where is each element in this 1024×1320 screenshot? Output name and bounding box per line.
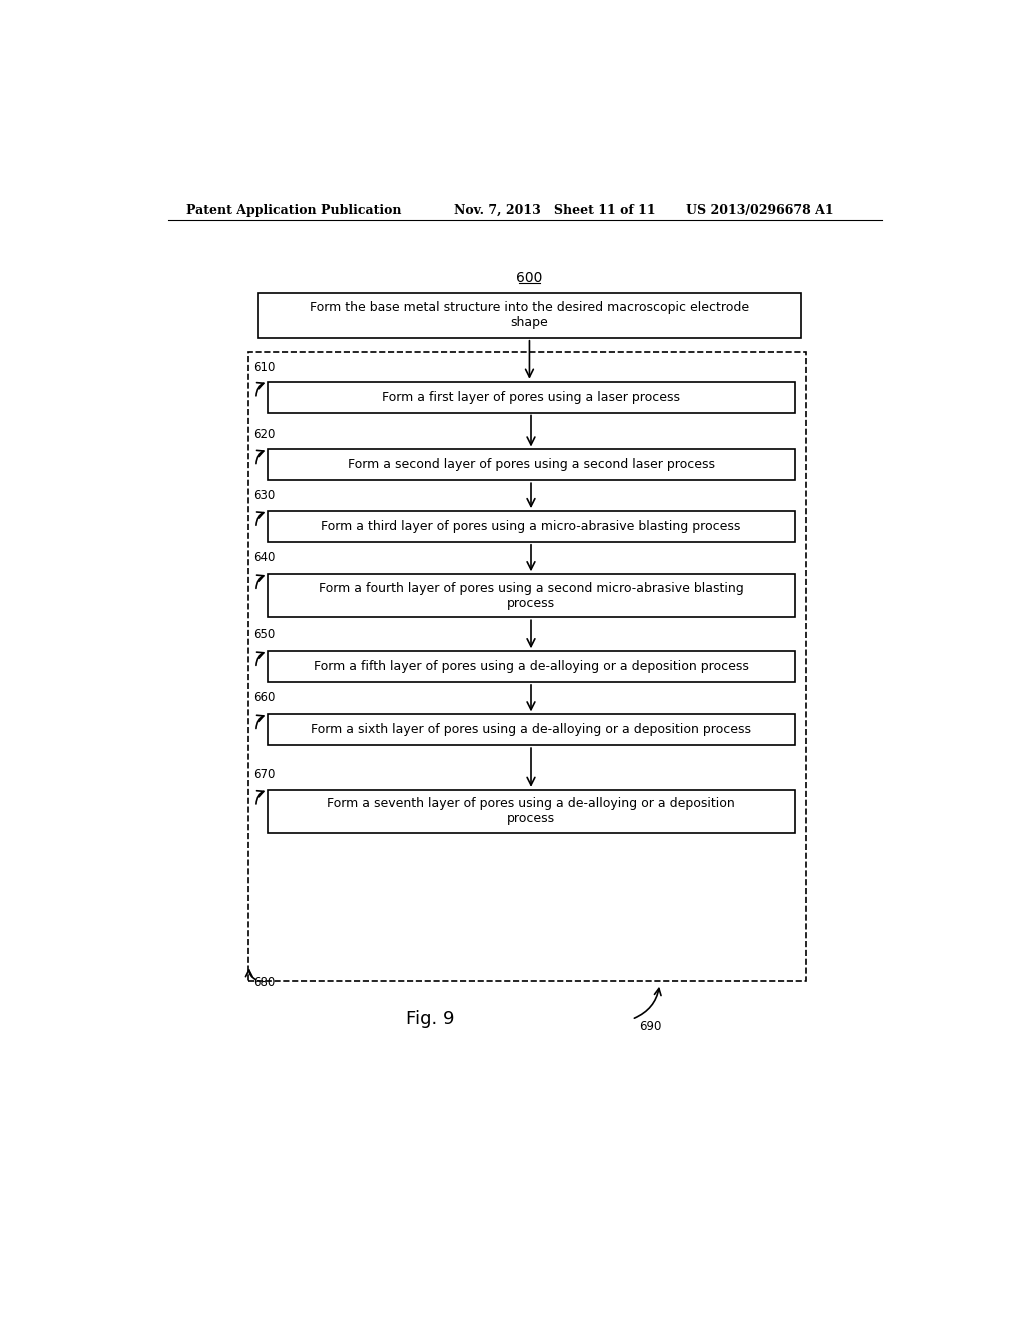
Text: 640: 640 (254, 550, 275, 564)
FancyBboxPatch shape (267, 511, 795, 543)
Text: Form a fourth layer of pores using a second micro-abrasive blasting
process: Form a fourth layer of pores using a sec… (318, 582, 743, 610)
FancyBboxPatch shape (258, 293, 801, 338)
Text: 620: 620 (254, 428, 275, 441)
Text: Form a second layer of pores using a second laser process: Form a second layer of pores using a sec… (347, 458, 715, 471)
FancyBboxPatch shape (267, 789, 795, 833)
FancyBboxPatch shape (267, 651, 795, 682)
FancyBboxPatch shape (267, 574, 795, 618)
FancyBboxPatch shape (267, 714, 795, 744)
Text: 610: 610 (254, 362, 275, 375)
Text: Fig. 9: Fig. 9 (406, 1010, 455, 1028)
Text: Form a sixth layer of pores using a de-alloying or a deposition process: Form a sixth layer of pores using a de-a… (311, 723, 751, 737)
Text: 680: 680 (254, 975, 275, 989)
Text: Nov. 7, 2013   Sheet 11 of 11: Nov. 7, 2013 Sheet 11 of 11 (454, 205, 655, 218)
Text: Patent Application Publication: Patent Application Publication (186, 205, 401, 218)
Text: 670: 670 (254, 768, 275, 781)
FancyBboxPatch shape (267, 449, 795, 480)
Text: Form a fifth layer of pores using a de-alloying or a deposition process: Form a fifth layer of pores using a de-a… (313, 660, 749, 673)
Text: 630: 630 (254, 490, 275, 502)
Text: 660: 660 (254, 690, 275, 704)
Text: Form the base metal structure into the desired macroscopic electrode
shape: Form the base metal structure into the d… (310, 301, 749, 330)
Text: US 2013/0296678 A1: US 2013/0296678 A1 (686, 205, 834, 218)
Text: Form a seventh layer of pores using a de-alloying or a deposition
process: Form a seventh layer of pores using a de… (327, 797, 735, 825)
Text: 690: 690 (640, 1020, 662, 1034)
FancyBboxPatch shape (267, 381, 795, 412)
Text: 600: 600 (516, 271, 543, 285)
Text: Form a first layer of pores using a laser process: Form a first layer of pores using a lase… (382, 391, 680, 404)
Text: 650: 650 (254, 628, 275, 640)
Text: Form a third layer of pores using a micro-abrasive blasting process: Form a third layer of pores using a micr… (322, 520, 740, 533)
